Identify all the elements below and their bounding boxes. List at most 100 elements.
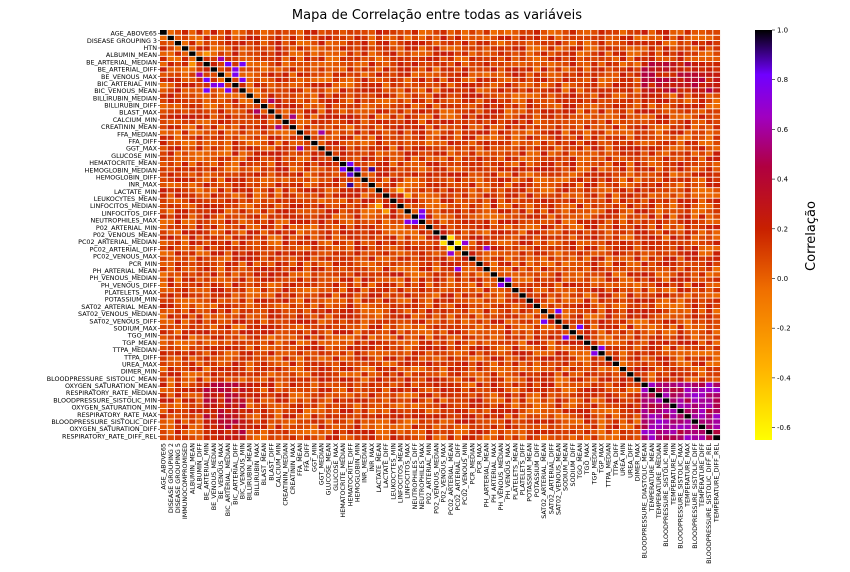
heatmap-cell [353, 213, 362, 220]
heatmap-cell [569, 266, 577, 272]
heatmap-cell [260, 77, 268, 83]
heatmap-cell [440, 98, 448, 104]
heatmap-cell [339, 35, 347, 41]
heatmap-cell [231, 51, 240, 57]
heatmap-cell [289, 324, 297, 330]
heatmap-cell [540, 177, 548, 183]
heatmap-cell [303, 229, 311, 236]
heatmap-cell [676, 51, 685, 57]
heatmap-cell [590, 30, 598, 36]
heatmap-cell [274, 103, 283, 109]
heatmap-cell [260, 171, 268, 178]
heatmap-cell [310, 198, 318, 204]
heatmap-cell [533, 145, 541, 151]
heatmap-cell [325, 93, 333, 99]
heatmap-cell [597, 229, 606, 236]
heatmap-cell [475, 135, 484, 141]
heatmap-cell [641, 114, 649, 120]
heatmap-cell [511, 171, 520, 178]
heatmap-cell [339, 140, 347, 146]
heatmap-cell [375, 298, 383, 304]
heatmap-cell [705, 119, 713, 125]
heatmap-cell [526, 156, 534, 162]
heatmap-cell [576, 287, 584, 293]
heatmap-cell [619, 150, 627, 157]
heatmap-cell [231, 198, 240, 204]
heatmap-cell [188, 245, 196, 251]
heatmap-cell [597, 324, 606, 330]
heatmap-cell [167, 103, 175, 109]
heatmap-cell [454, 114, 462, 120]
heatmap-cell [691, 250, 699, 257]
heatmap-cell [188, 340, 196, 346]
heatmap-cell [238, 345, 247, 351]
heatmap-cell [224, 298, 232, 304]
heatmap-cell [231, 266, 240, 272]
heatmap-cell [447, 114, 455, 120]
heatmap-cell [203, 308, 211, 314]
heatmap-cell [504, 298, 512, 304]
heatmap-cell [562, 187, 570, 193]
heatmap-cell [440, 334, 448, 341]
heatmap-cell [274, 177, 283, 183]
heatmap-cell [389, 219, 397, 225]
heatmap-cell [554, 340, 563, 346]
heatmap-cell [346, 224, 354, 230]
heatmap-cell [167, 198, 175, 204]
heatmap-cell [310, 350, 318, 356]
heatmap-cell [633, 192, 642, 199]
heatmap-cell [389, 40, 397, 46]
heatmap-cell [662, 266, 670, 272]
heatmap-cell [289, 319, 297, 325]
heatmap-cell [346, 213, 354, 220]
heatmap-cell [174, 177, 182, 183]
heatmap-cell [361, 114, 369, 120]
heatmap-cell [490, 103, 498, 109]
heatmap-cell [447, 324, 455, 330]
heatmap-cell [375, 30, 383, 36]
heatmap-cell [605, 303, 613, 309]
heatmap-cell [597, 35, 606, 41]
heatmap-cell [562, 35, 570, 41]
heatmap-cell [612, 266, 620, 272]
heatmap-cell [274, 250, 283, 257]
heatmap-cell [562, 235, 570, 241]
heatmap-cell [483, 45, 491, 52]
heatmap-cell [612, 224, 620, 230]
heatmap-cell [217, 340, 225, 346]
heatmap-cell [440, 77, 448, 83]
heatmap-cell [684, 87, 692, 94]
heatmap-cell [698, 108, 706, 115]
heatmap-cell [454, 340, 462, 346]
heatmap-cell [590, 150, 598, 157]
heatmap-cell [339, 219, 347, 225]
heatmap-cell [203, 140, 211, 146]
heatmap-cell [461, 51, 469, 57]
heatmap-cell [669, 266, 677, 272]
heatmap-cell [188, 45, 196, 52]
heatmap-cell [167, 82, 175, 88]
heatmap-cell [260, 82, 268, 88]
heatmap-cell [274, 329, 283, 335]
heatmap-cell [368, 277, 376, 283]
heatmap-cell [210, 198, 218, 204]
heatmap-cell [188, 240, 196, 246]
heatmap-cell [605, 156, 613, 162]
heatmap-cell [425, 303, 433, 309]
heatmap-cell [547, 135, 555, 141]
heatmap-cell [425, 93, 433, 99]
heatmap-cell [195, 329, 204, 335]
heatmap-cell [310, 140, 318, 146]
heatmap-cell [540, 303, 548, 309]
heatmap-cell [231, 256, 240, 262]
heatmap-cell [511, 51, 520, 57]
heatmap-cell [167, 182, 175, 188]
heatmap-cell [210, 103, 218, 109]
heatmap-cell [454, 187, 462, 193]
heatmap-cell [490, 171, 498, 178]
heatmap-cell [267, 245, 275, 251]
heatmap-cell [260, 266, 268, 272]
heatmap-cell [533, 135, 541, 141]
heatmap-cell [461, 182, 469, 188]
heatmap-cell [375, 213, 383, 220]
